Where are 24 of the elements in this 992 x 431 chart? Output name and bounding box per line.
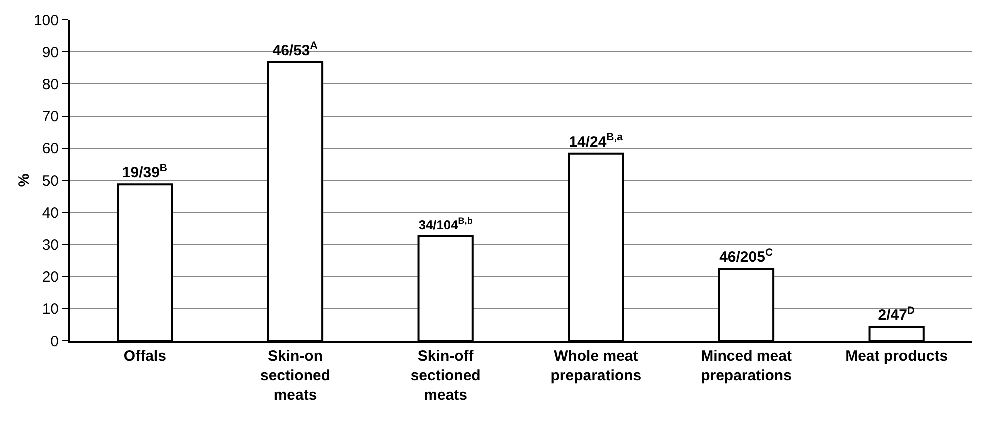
x-tick-label: Whole meat preparations	[550, 348, 642, 384]
data-label: 19/39$^{B}$	[122, 162, 168, 182]
y-tick-label: 20	[42, 269, 59, 286]
data-label: 2/47$^{D}$	[878, 304, 916, 324]
y-tick-label: 100	[34, 12, 59, 30]
data-label: 46/205$^{C}$	[720, 246, 774, 266]
y-tick-label: 0	[50, 333, 59, 350]
x-tick-label: Minced meat preparations	[701, 348, 792, 384]
y-tick-label: 60	[42, 140, 59, 158]
y-tick-label: 90	[42, 44, 59, 62]
y-tick-label: 40	[42, 204, 59, 222]
y-axis-title: %	[16, 174, 33, 188]
y-tick-label: 50	[42, 172, 59, 190]
y-tick-label: 70	[42, 108, 59, 126]
x-tick-label: Skin-off sectioned meats	[410, 348, 481, 404]
x-tick-label: Skin-on sectioned meats	[260, 348, 331, 404]
data-label: 46/53$^{A}$	[272, 40, 318, 60]
data-label: 14/24$^{B,a}$	[569, 132, 624, 151]
y-tick-label: 30	[42, 236, 59, 254]
data-label: 34/104$^{B,b}$	[418, 216, 474, 233]
x-tick-label: Meat products	[846, 348, 948, 365]
x-tick-label: Offals	[124, 348, 166, 365]
y-tick-label: 10	[42, 301, 59, 318]
y-tick-label: 80	[42, 76, 59, 94]
